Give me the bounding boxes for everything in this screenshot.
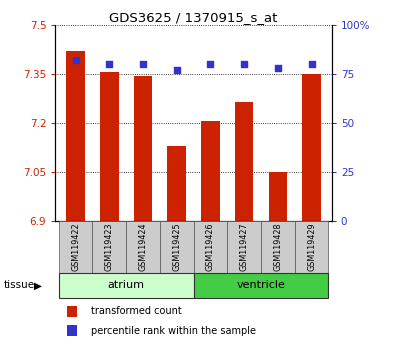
Text: ventricle: ventricle bbox=[237, 280, 286, 290]
Text: tissue: tissue bbox=[4, 280, 35, 290]
Title: GDS3625 / 1370915_s_at: GDS3625 / 1370915_s_at bbox=[109, 11, 278, 24]
Bar bbox=[201, 121, 220, 221]
Text: GSM119424: GSM119424 bbox=[139, 223, 147, 271]
Bar bbox=[194, 273, 328, 298]
Bar bbox=[261, 221, 295, 273]
Bar bbox=[302, 74, 321, 221]
Text: atrium: atrium bbox=[107, 280, 145, 290]
Point bbox=[207, 61, 214, 67]
Point bbox=[106, 61, 113, 67]
Point bbox=[241, 61, 247, 67]
Text: GSM119423: GSM119423 bbox=[105, 223, 114, 271]
Text: GSM119429: GSM119429 bbox=[307, 223, 316, 271]
Point bbox=[275, 65, 281, 71]
Bar bbox=[160, 221, 194, 273]
Bar bbox=[227, 221, 261, 273]
Text: transformed count: transformed count bbox=[91, 306, 182, 316]
Text: percentile rank within the sample: percentile rank within the sample bbox=[91, 326, 256, 336]
Point bbox=[308, 61, 315, 67]
Bar bbox=[167, 146, 186, 221]
Bar bbox=[295, 221, 328, 273]
Point bbox=[173, 67, 180, 73]
Bar bbox=[66, 51, 85, 221]
Bar bbox=[59, 221, 92, 273]
Text: GSM119428: GSM119428 bbox=[273, 223, 282, 271]
Text: GSM119426: GSM119426 bbox=[206, 223, 215, 271]
Bar bbox=[100, 72, 118, 221]
Bar bbox=[59, 273, 194, 298]
Text: GSM119422: GSM119422 bbox=[71, 223, 80, 271]
Bar bbox=[194, 221, 227, 273]
Point bbox=[140, 61, 146, 67]
Text: GSM119427: GSM119427 bbox=[240, 223, 248, 271]
Text: ▶: ▶ bbox=[34, 280, 41, 290]
Text: GSM119425: GSM119425 bbox=[172, 223, 181, 271]
Bar bbox=[92, 221, 126, 273]
Bar bbox=[126, 221, 160, 273]
Point bbox=[72, 57, 79, 63]
Bar bbox=[134, 75, 152, 221]
Bar bbox=[235, 102, 254, 221]
Bar bbox=[269, 172, 287, 221]
